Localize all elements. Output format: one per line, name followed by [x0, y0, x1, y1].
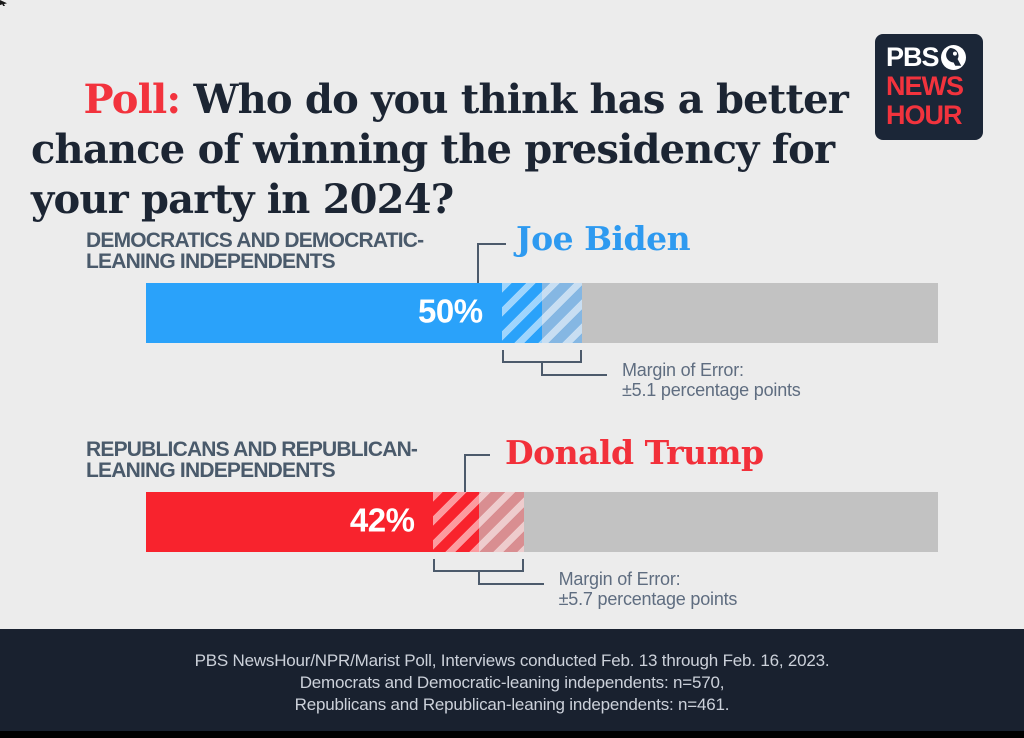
pbs-newshour-logo: PBS NEWS HOUR [875, 34, 983, 140]
chart-group-republicans: REPUBLICANS AND REPUBLICAN- LEANING INDE… [86, 436, 938, 609]
candidate-connector-line [464, 454, 490, 494]
moe-connector-line [541, 363, 607, 376]
candidate-connector-line [477, 243, 506, 285]
bar-fill [146, 283, 542, 343]
moe-bracket [501, 350, 583, 363]
moe-hatch-region [433, 492, 524, 552]
logo-news-text: NEWS [886, 71, 964, 101]
bar-value-label: 42% [349, 501, 415, 539]
source-footer: PBS NewsHour/NPR/Marist Poll, Interviews… [0, 629, 1024, 731]
footer-line-3: Republicans and Republican-leaning indep… [294, 695, 730, 714]
chart-group-democrats: DEMOCRATICS AND DEMOCRATIC- LEANING INDE… [86, 222, 938, 400]
cursor-artifact [0, 0, 7, 6]
page-title: Poll: Who do you think has a better chan… [31, 25, 849, 275]
bar-fill [146, 492, 479, 552]
audience-label: REPUBLICANS AND REPUBLICAN- LEANING INDE… [86, 438, 418, 482]
candidate-name: Donald Trump [505, 433, 764, 472]
footer-black-strip [0, 731, 1024, 738]
bar-value-label: 50% [418, 292, 483, 330]
moe-bracket [433, 559, 524, 572]
audience-label: DEMOCRATICS AND DEMOCRATIC- LEANING INDE… [86, 229, 424, 273]
page-title-prefix: Poll: [83, 76, 182, 123]
footer-line-1: PBS NewsHour/NPR/Marist Poll, Interviews… [194, 651, 830, 670]
page-title-text: Who do you think has a better chance of … [31, 76, 849, 223]
logo-hour-text: HOUR [886, 100, 963, 130]
footer-line-2: Democrats and Democratic-leaning indepen… [299, 673, 725, 692]
logo-pbs-text: PBS [886, 42, 940, 72]
logo-row-pbs: PBS [886, 43, 983, 72]
moe-connector-line [477, 572, 544, 585]
moe-label: Margin of Error: ±5.1 percentage points [622, 360, 801, 400]
candidate-name: Joe Biden [516, 219, 691, 258]
moe-hatch-region [501, 283, 583, 343]
moe-label: Margin of Error: ±5.7 percentage points [558, 569, 738, 609]
pbs-head-icon [940, 45, 966, 70]
